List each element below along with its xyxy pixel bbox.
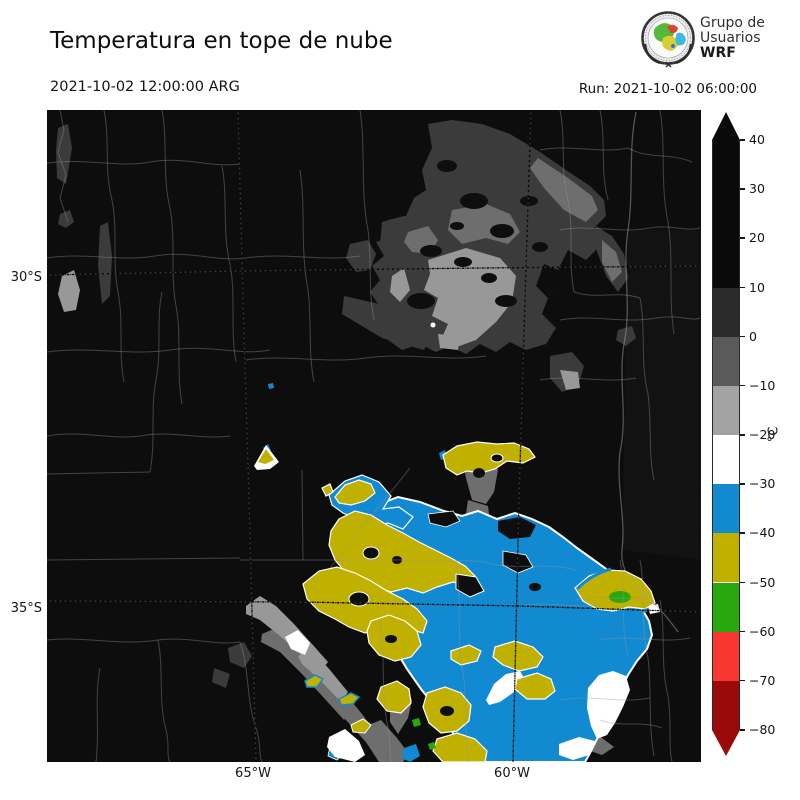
- colorbar: [712, 112, 740, 756]
- admin-boundaries: [47, 110, 701, 762]
- colorbar-segment: [712, 484, 740, 534]
- cloud-layer-green: [412, 591, 631, 750]
- lat-label-35s: 35°S: [10, 601, 42, 616]
- lat-label-30s: 30°S: [10, 270, 42, 285]
- colorbar-segment: [712, 287, 740, 337]
- graticule-light-dots: [47, 110, 701, 762]
- colorbar-segment: [712, 533, 740, 583]
- valid-time-label: 2021-10-02 12:00:00 ARG: [50, 79, 240, 95]
- colorbar-tick-mark: [740, 729, 745, 731]
- wrf-logo-emblem: [641, 11, 695, 68]
- colorbar-tick-mark: [740, 630, 745, 633]
- colorbar-tick-mark: [740, 335, 745, 338]
- colorbar-tick-label: −20: [749, 427, 776, 442]
- cloud-layer-light-gray: [58, 248, 580, 762]
- colorbar-tick-label: −60: [749, 623, 776, 639]
- graticule-dark-dots: [47, 110, 701, 762]
- colorbar-tick-label: 30: [749, 181, 765, 197]
- colorbar-tick-mark: [740, 286, 745, 288]
- colorbar-tick-label: −40: [749, 525, 776, 541]
- gridline-lat-35s: [47, 600, 701, 613]
- colorbar-tick-label: −50: [749, 574, 776, 590]
- run-time-label: Run: 2021-10-02 06:00:00: [578, 81, 757, 97]
- colorbar-unit-label: °C: [766, 426, 782, 443]
- colorbar-tick-label: 20: [749, 230, 765, 246]
- colorbar-tick-label: −80: [749, 722, 776, 737]
- colorbar-tick-mark: [740, 139, 745, 141]
- logo-text-line1: Grupo de: [700, 15, 765, 31]
- colorbar-tick-label: −10: [749, 377, 776, 393]
- colorbar-segment: [712, 140, 740, 288]
- colorbar-tick-mark: [740, 532, 745, 534]
- colorbar-tick-label: −70: [749, 672, 776, 688]
- logo-laurel-left: [643, 43, 661, 65]
- colorbar-tick-label: 10: [749, 279, 765, 295]
- logo-text-line2: Usuarios: [700, 30, 761, 46]
- river-line: [618, 111, 679, 633]
- colorbar-segment: [712, 680, 740, 730]
- colorbar-tick-label: 40: [749, 132, 765, 147]
- colorbar-tick-mark: [740, 581, 745, 583]
- colorbar-tick-mark: [740, 188, 745, 190]
- yellow-band-north: [442, 441, 536, 476]
- colorbar-segment: [712, 582, 740, 632]
- cloud-holes: [348, 160, 561, 716]
- logo-text-wrf: WRF: [700, 45, 736, 61]
- colorbar-tick-mark: [740, 384, 745, 387]
- colorbar-tick-label: −30: [749, 476, 776, 492]
- colorbar-segment: [712, 435, 740, 485]
- colorbar-frame: [712, 140, 740, 730]
- colorbar-tick-mark: [740, 679, 745, 682]
- gridline-lon-65w: [237, 110, 257, 762]
- colorbar-tick-mark: [740, 237, 745, 239]
- colorbar-tick-label: 0: [749, 328, 757, 344]
- logo-laurel-right: [675, 43, 693, 65]
- colorbar-ticks: 40 30 20 10 0 −10 −20 −30 −40 −50 −60 −70 −80: [740, 112, 800, 756]
- cloud-layer-white: [254, 322, 660, 762]
- river-east-zone: [622, 230, 701, 560]
- colorbar-tick-mark: [740, 434, 745, 436]
- page-title: Temperatura en tope de nube: [50, 28, 393, 54]
- gridline-lat-30s: [47, 265, 701, 276]
- lon-label-60w: 60°W: [494, 766, 530, 781]
- gridline-lon-60w: [512, 110, 532, 762]
- colorbar-segment: [712, 336, 740, 386]
- colorbar-segment: [712, 385, 740, 435]
- colorbar-extend-bottom-arrow: [712, 730, 740, 756]
- colorbar-tick-mark: [740, 483, 745, 485]
- lon-label-65w: 65°W: [235, 766, 271, 781]
- colorbar-segment: [712, 631, 740, 681]
- colorbar-extend-top-arrow: [712, 112, 740, 140]
